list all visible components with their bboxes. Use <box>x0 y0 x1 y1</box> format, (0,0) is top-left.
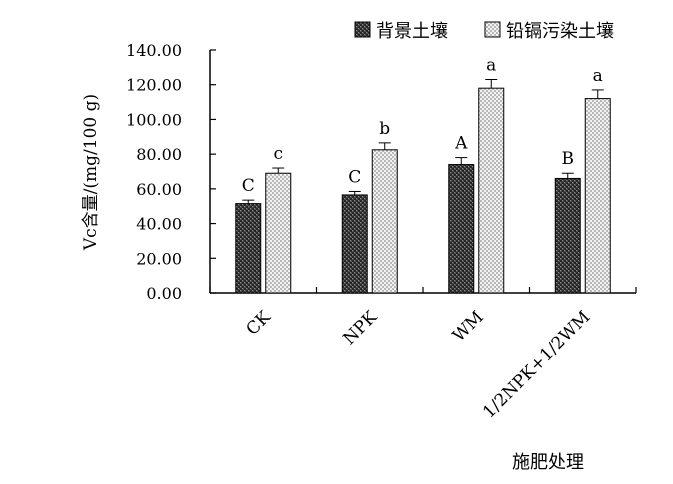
x-tick-label: 1/2NPK+1/2WM <box>479 307 594 422</box>
bar <box>554 177 581 294</box>
y-tick-label: 140.00 <box>126 41 182 60</box>
y-tick-label: 0.00 <box>146 284 182 303</box>
significance-label: B <box>562 149 575 169</box>
significance-label: C <box>348 167 361 187</box>
x-tick-label: NPK <box>340 307 382 349</box>
significance-label: b <box>379 119 390 139</box>
bar <box>341 194 368 294</box>
significance-label: C <box>242 176 255 196</box>
x-axis-ticks <box>209 287 637 293</box>
y-tick-label: 100.00 <box>126 110 182 129</box>
legend-swatch-contaminated-soil <box>484 21 501 38</box>
y-tick-label: 80.00 <box>136 145 182 164</box>
legend: 背景土壤 铅镉污染土壤 <box>354 21 614 42</box>
y-tick-label: 120.00 <box>126 76 182 95</box>
bar <box>478 87 505 294</box>
x-tick-label: WM <box>449 307 488 346</box>
bar <box>371 149 398 294</box>
significance-label: a <box>593 66 603 86</box>
bar <box>584 98 611 294</box>
bar <box>448 164 475 294</box>
y-tick-label: 60.00 <box>136 180 182 199</box>
bar <box>265 172 292 294</box>
x-tick-label: CK <box>242 307 275 340</box>
y-axis-ticks: 0.00 20.00 40.00 60.00 80.00 100.00 120.00 140.… <box>126 41 216 303</box>
legend-swatch-background-soil <box>354 21 371 38</box>
significance-label: c <box>273 144 283 164</box>
legend-label-background-soil: 背景土壤 <box>376 21 448 42</box>
x-axis-labels: CK NPK WM1/2NPK+1/2WM <box>242 307 594 422</box>
significance-label: a <box>486 56 496 76</box>
significance-label: A <box>454 134 468 154</box>
y-tick-label: 40.00 <box>136 215 182 234</box>
x-axis-label: 施肥处理 <box>512 452 584 473</box>
legend-label-contaminated-soil: 铅镉污染土壤 <box>506 21 614 42</box>
y-axis-label: Vc含量/(mg/100 g) <box>81 94 101 251</box>
y-tick-label: 20.00 <box>136 249 182 268</box>
bar <box>235 203 262 294</box>
